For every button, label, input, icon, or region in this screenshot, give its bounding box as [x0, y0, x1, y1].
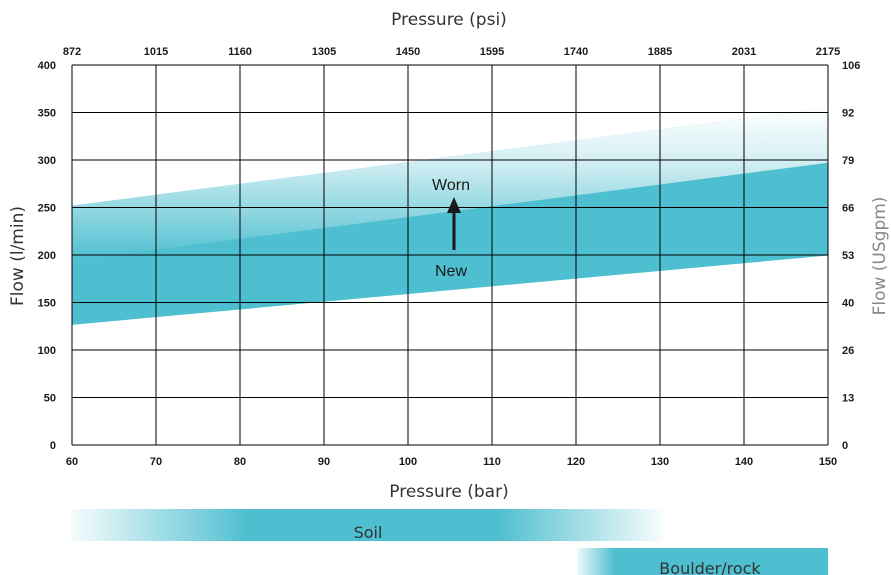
y-tick-label-left: 250: [38, 203, 56, 215]
y-tick-label-right: 26: [842, 345, 854, 357]
annotation-new: New: [435, 263, 467, 280]
y-axis-title-left: Flow (l/min): [8, 206, 28, 306]
y-tick-label-right: 79: [842, 155, 854, 167]
pressure-range-soil: Soil: [71, 509, 663, 542]
x-tick-label-top: 1015: [144, 46, 168, 58]
band-label-boulder-rock: Boulder/rock: [659, 559, 761, 575]
x-tick-label-bottom: 90: [318, 456, 330, 468]
x-tick-label-top: 1595: [480, 46, 504, 58]
y-tick-label-right: 66: [842, 203, 854, 215]
y-tick-label-right: 92: [842, 108, 854, 120]
y-tick-label-left: 350: [38, 108, 56, 120]
x-tick-label-top: 1450: [396, 46, 420, 58]
y-tick-label-left: 400: [38, 60, 56, 72]
grid: [71, 64, 829, 446]
annotation-worn: Worn: [432, 177, 470, 194]
y-tick-label-right: 40: [842, 298, 854, 310]
x-tick-label-bottom: 120: [567, 456, 585, 468]
y-axis-title-right: Flow (USgpm): [870, 197, 890, 316]
x-tick-label-top: 1740: [564, 46, 588, 58]
y-tick-label-left: 200: [38, 250, 56, 262]
series-line-new: [71, 254, 829, 325]
x-tick-label-top: 2175: [816, 46, 840, 58]
y-tick-label-right: 53: [842, 250, 854, 262]
x-tick-label-bottom: 150: [819, 456, 837, 468]
x-tick-label-bottom: 60: [66, 456, 78, 468]
worn-fade-overlay: [72, 107, 828, 261]
x-tick-label-bottom: 100: [399, 456, 417, 468]
y-tick-label-left: 0: [50, 440, 56, 452]
y-tick-label-left: 150: [38, 298, 56, 310]
x-tick-label-bottom: 140: [735, 456, 753, 468]
y-tick-label-left: 300: [38, 155, 56, 167]
x-tick-label-top: 1305: [312, 46, 336, 58]
x-tick-label-bottom: 70: [150, 456, 162, 468]
arrow-up-icon: [447, 197, 461, 250]
x-tick-label-top: 872: [63, 46, 81, 58]
x-tick-label-top: 1885: [648, 46, 672, 58]
y-tick-label-left: 100: [38, 345, 56, 357]
x-tick-label-top: 1160: [228, 46, 252, 58]
x-tick-label-bottom: 80: [234, 456, 246, 468]
x-tick-label-bottom: 130: [651, 456, 669, 468]
x-axis-title-top: Pressure (psi): [391, 10, 507, 30]
y-tick-label-left: 50: [44, 393, 56, 405]
flow-area: [71, 107, 829, 325]
tick-labels: 60 872 70 1015 80 1160 90 1305 100 1450 110 1595 120…: [38, 46, 861, 468]
x-tick-label-bottom: 110: [483, 456, 501, 468]
pressure-range-boulder-rock: Boulder/rock: [577, 548, 828, 575]
x-axis-title-bottom: Pressure (bar): [389, 482, 508, 502]
y-tick-label-right: 13: [842, 393, 854, 405]
y-tick-label-right: 0: [842, 440, 848, 452]
y-tick-label-right: 106: [842, 60, 860, 72]
band-label-soil: Soil: [354, 523, 383, 542]
x-tick-label-top: 2031: [732, 46, 756, 58]
